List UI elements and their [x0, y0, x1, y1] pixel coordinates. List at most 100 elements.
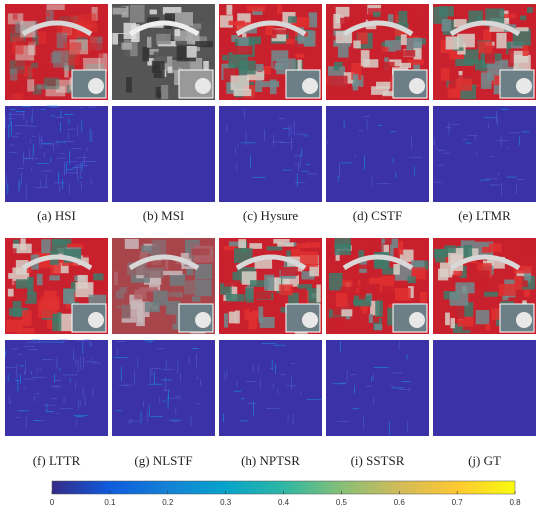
- error-map: [326, 340, 429, 436]
- image-panel: [326, 238, 429, 334]
- image-texture: [271, 29, 289, 35]
- image-texture: [95, 280, 105, 287]
- image-texture: [11, 36, 24, 55]
- colorbar-tick-label: 0.3: [220, 498, 232, 507]
- image-texture: [194, 279, 212, 297]
- image-texture: [358, 250, 365, 258]
- image-texture: [113, 271, 119, 286]
- image-texture: [316, 284, 321, 303]
- image-texture: [301, 271, 315, 280]
- image-texture: [334, 243, 352, 249]
- image-texture: [496, 32, 507, 49]
- image-texture: [522, 45, 529, 57]
- image-texture: [474, 270, 490, 289]
- error-base: [112, 106, 215, 202]
- image-texture: [228, 241, 247, 247]
- panel-caption: (h) NPTSR: [241, 453, 300, 468]
- image-texture: [264, 274, 275, 291]
- error-map: [326, 106, 429, 202]
- image-texture: [41, 239, 51, 254]
- image-texture: [478, 41, 493, 54]
- image-texture: [119, 286, 127, 294]
- image-texture: [470, 258, 478, 264]
- image-texture: [413, 41, 422, 60]
- image-texture: [273, 239, 290, 244]
- image-texture: [156, 33, 171, 45]
- image-texture: [158, 306, 172, 316]
- image-texture: [25, 291, 37, 304]
- image-texture: [353, 295, 372, 307]
- image-texture: [331, 316, 346, 332]
- image-texture: [75, 282, 94, 298]
- image-texture: [351, 63, 362, 80]
- panel-caption: (c) Hysure: [243, 208, 298, 223]
- image-texture: [297, 59, 302, 78]
- error-map: [219, 106, 322, 202]
- image-texture: [413, 18, 421, 32]
- image-texture: [64, 243, 84, 249]
- zoom-inset-dome: [516, 78, 532, 94]
- image-texture: [382, 47, 389, 52]
- colorbar-tick-label: 0.1: [104, 498, 116, 507]
- image-panel: [112, 238, 215, 334]
- image-ring: [342, 20, 414, 37]
- colorbar-tick-label: 0: [50, 498, 55, 507]
- image-texture: [288, 292, 299, 309]
- image-texture: [174, 28, 181, 37]
- image-texture: [370, 300, 380, 316]
- image-texture: [118, 41, 124, 56]
- image-texture: [10, 288, 28, 301]
- image-texture: [38, 31, 47, 44]
- image-texture: [265, 21, 274, 36]
- image-texture: [341, 309, 353, 317]
- image-texture: [149, 9, 157, 15]
- image-texture: [63, 42, 82, 51]
- image-texture: [255, 64, 264, 72]
- image-texture: [255, 293, 272, 300]
- image-texture: [288, 16, 297, 23]
- colorbar-tick-label: 0.6: [394, 498, 406, 507]
- image-texture: [82, 24, 98, 33]
- image-texture: [292, 17, 310, 28]
- image-texture: [277, 70, 290, 88]
- image-texture: [64, 62, 69, 78]
- image-texture: [358, 264, 376, 269]
- image-texture: [82, 253, 92, 258]
- image-texture: [26, 265, 32, 274]
- zoom-inset-dome: [88, 312, 104, 328]
- image-texture: [7, 288, 14, 297]
- image-texture: [498, 283, 516, 296]
- image-texture: [28, 41, 36, 56]
- image-texture: [222, 55, 228, 61]
- image-texture: [228, 311, 236, 324]
- image-texture: [186, 262, 194, 276]
- image-texture: [382, 285, 394, 298]
- image-texture: [233, 88, 252, 97]
- image-texture: [445, 312, 450, 326]
- image-texture: [77, 274, 88, 289]
- image-texture: [134, 289, 147, 300]
- image-texture: [400, 34, 407, 46]
- image-texture: [450, 318, 455, 329]
- image-texture: [376, 81, 391, 89]
- error-map: [5, 339, 108, 436]
- image-texture: [50, 257, 61, 275]
- image-texture: [452, 323, 471, 334]
- panel-caption: (e) LTMR: [458, 208, 511, 223]
- image-texture: [328, 272, 343, 291]
- image-texture: [488, 243, 502, 253]
- image-texture: [49, 275, 60, 281]
- image-texture: [481, 60, 502, 69]
- image-texture: [130, 301, 150, 318]
- image-texture: [524, 268, 532, 281]
- colorbar-tick-label: 0.4: [278, 498, 290, 507]
- image-texture: [51, 240, 68, 254]
- image-panel: [219, 238, 322, 334]
- image-texture: [506, 42, 512, 55]
- image-texture: [352, 74, 359, 91]
- image-texture: [294, 40, 305, 53]
- image-texture: [247, 70, 265, 81]
- image-texture: [129, 4, 145, 23]
- image-texture: [382, 91, 394, 97]
